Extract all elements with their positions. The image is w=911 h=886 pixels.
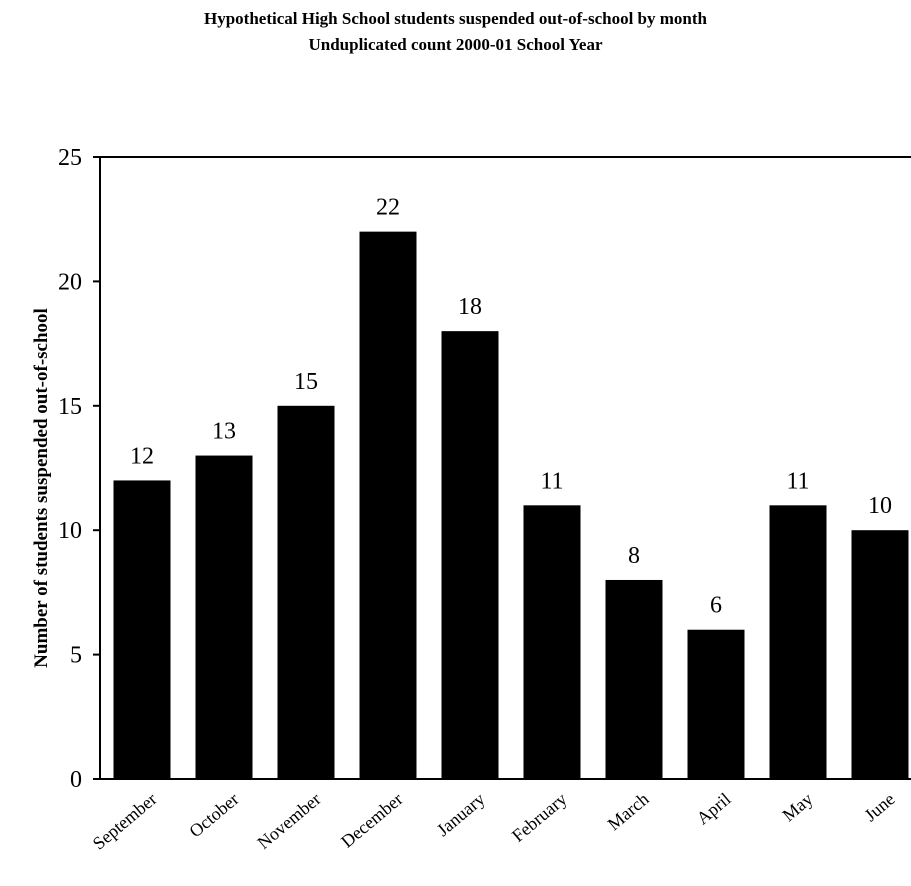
y-axis-ticks: 0 5 10 15 20 25 — [58, 145, 100, 793]
bar-november — [277, 405, 335, 779]
y-axis-label: Number of students suspended out-of-scho… — [31, 308, 52, 668]
bar-june — [851, 530, 909, 779]
chart-title: Hypothetical High School students suspen… — [203, 9, 707, 28]
data-label: 6 — [710, 593, 722, 619]
y-tick-label: 20 — [58, 269, 82, 295]
y-tick-label: 25 — [58, 145, 82, 171]
bar-october — [195, 455, 253, 779]
bar-september — [113, 480, 171, 779]
x-category-label: November — [254, 789, 325, 853]
x-category-label: June — [860, 789, 898, 826]
x-category-label: January — [433, 789, 489, 840]
data-label: 13 — [212, 419, 236, 445]
chart-title-block: Hypothetical High School students suspen… — [0, 6, 911, 58]
bar-december — [359, 231, 417, 779]
data-label: 10 — [868, 493, 892, 519]
y-tick-label: 10 — [58, 518, 82, 544]
data-label: 11 — [786, 468, 809, 494]
y-tick-label: 5 — [70, 643, 82, 669]
data-label: 22 — [376, 195, 400, 221]
data-label: 18 — [458, 294, 482, 320]
x-category-label: March — [604, 789, 653, 835]
chart-subtitle: Unduplicated count 2000-01 School Year — [308, 35, 603, 54]
data-label: 11 — [540, 468, 563, 494]
bar-february — [523, 505, 581, 779]
x-axis-category-labels: September October November December January F… — [89, 789, 899, 854]
x-category-label: December — [337, 789, 407, 852]
bar-april — [687, 629, 745, 779]
x-category-label: February — [508, 789, 571, 846]
x-category-label: September — [89, 789, 161, 854]
data-label: 15 — [294, 369, 318, 395]
data-labels: 12 13 15 22 18 11 8 6 11 10 — [130, 195, 892, 619]
bar-may — [769, 505, 827, 779]
x-category-label: May — [778, 789, 816, 826]
x-category-label: October — [185, 789, 242, 842]
data-label: 12 — [130, 443, 154, 469]
y-tick-label: 0 — [70, 767, 82, 793]
data-label: 8 — [628, 543, 640, 569]
bar-march — [605, 579, 663, 779]
y-tick-label: 15 — [58, 394, 82, 420]
bar-january — [441, 331, 499, 779]
bars — [113, 231, 909, 779]
x-category-label: April — [693, 789, 735, 829]
